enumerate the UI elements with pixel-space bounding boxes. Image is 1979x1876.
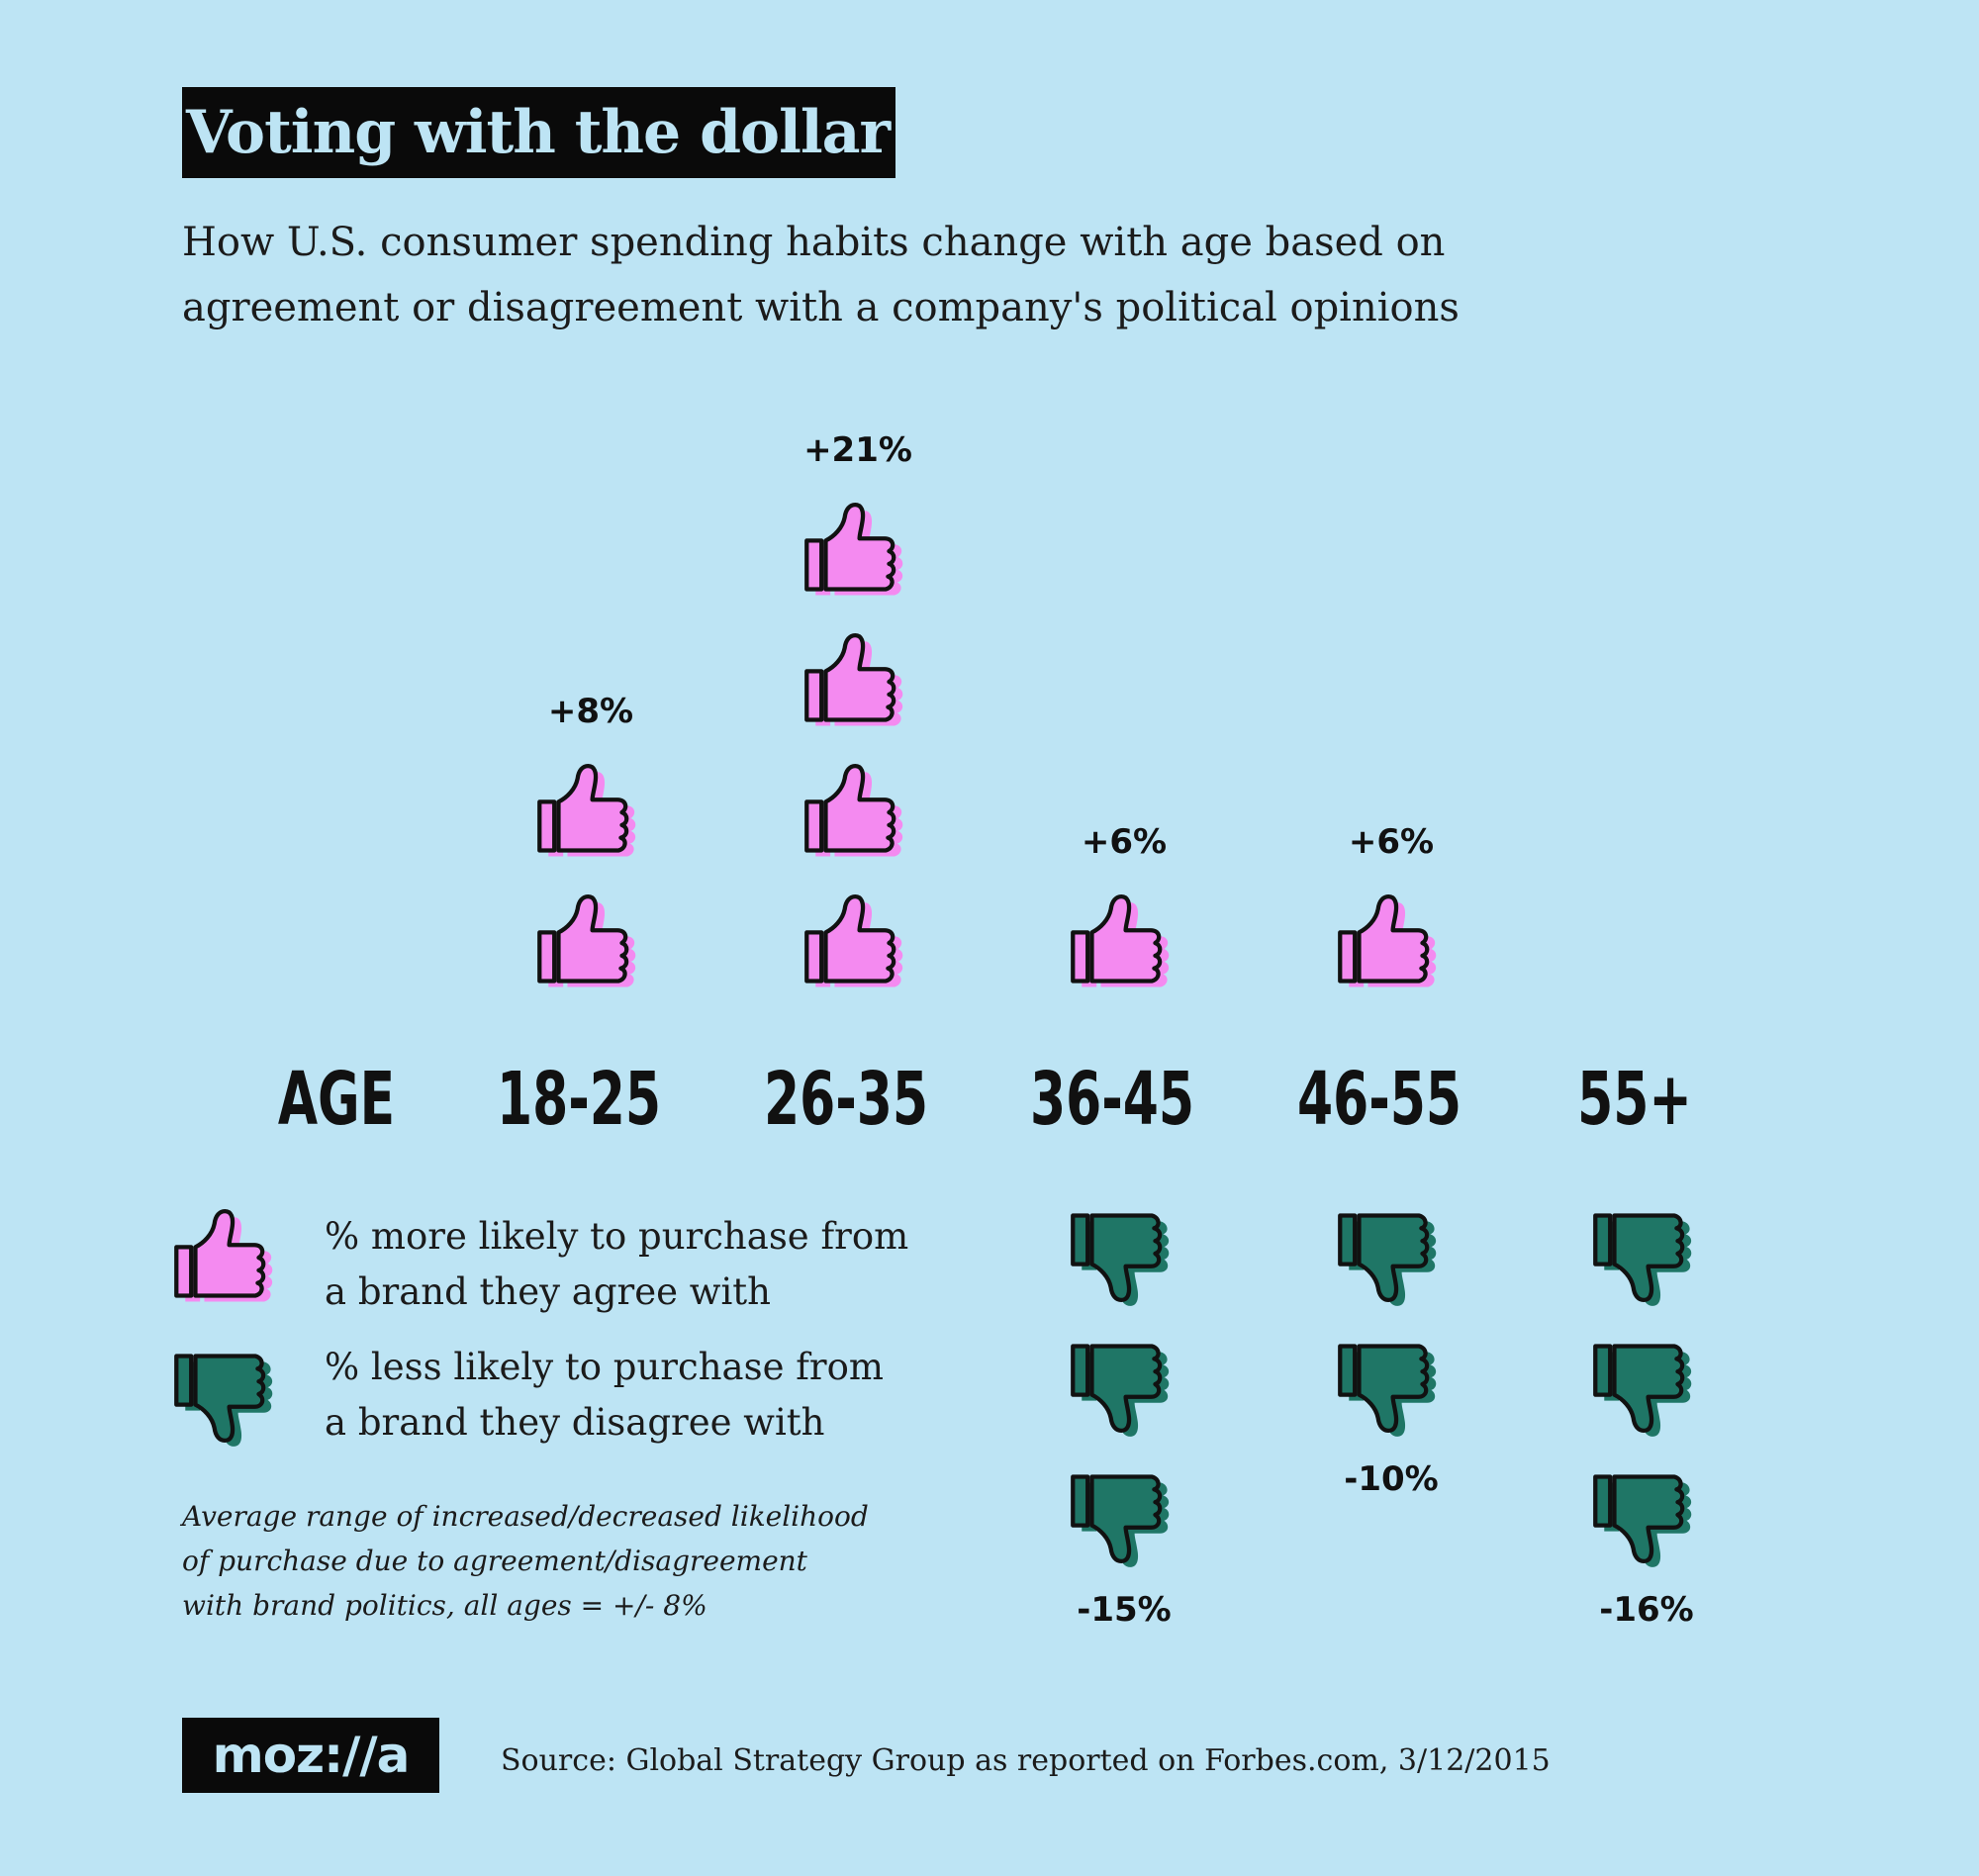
thumbs-down-icon xyxy=(1340,1347,1437,1437)
note-line-2: of purchase due to agreement/disagreemen… xyxy=(182,1545,807,1577)
thumbs-down-icon xyxy=(1073,1216,1170,1306)
data-label-up-36-45: +6% xyxy=(1082,822,1167,862)
tick-label-46-55: 46-55 xyxy=(1297,1056,1461,1142)
source-text: Source: Global Strategy Group as reporte… xyxy=(501,1743,1551,1778)
thumbs-up-icon xyxy=(806,505,903,596)
legend-up-line-2: a brand they agree with xyxy=(325,1270,771,1313)
data-label-up-18-25: +8% xyxy=(548,692,633,731)
thumbs-up-icon xyxy=(1340,896,1437,987)
thumbs-up-icon xyxy=(806,635,903,726)
legend-down-line-1: % less likely to purchase from xyxy=(325,1346,884,1388)
legend-down-line-2: a brand they disagree with xyxy=(325,1401,825,1444)
thumbs-up-icon xyxy=(806,766,903,857)
mozilla-logo: moz://a xyxy=(182,1718,439,1793)
thumbs-down-icon xyxy=(1595,1477,1692,1567)
thumbs-up-icon xyxy=(539,766,636,857)
data-label-down-46-55: -10% xyxy=(1344,1459,1439,1499)
legend-thumbs-down-icon xyxy=(176,1357,273,1447)
page-title: Voting with the dollar xyxy=(182,87,896,178)
subtitle-line-1: How U.S. consumer spending habits change… xyxy=(182,220,1446,265)
thumbs-up-icon xyxy=(1073,896,1170,987)
thumbs-up-icon xyxy=(539,896,636,987)
legend-thumbs-up-icon xyxy=(176,1211,273,1302)
tick-label-18-25: 18-25 xyxy=(497,1056,661,1142)
thumbs-up-icon xyxy=(806,896,903,987)
data-label-down-55+: -16% xyxy=(1599,1590,1694,1630)
tick-label-36-45: 36-45 xyxy=(1030,1056,1194,1142)
tick-label-26-35: 26-35 xyxy=(764,1056,928,1142)
legend-up-line-1: % more likely to purchase from xyxy=(325,1215,909,1258)
thumbs-down-icon xyxy=(1073,1347,1170,1437)
subtitle-line-2: agreement or disagreement with a company… xyxy=(182,285,1460,330)
legend-up-text: % more likely to purchase from a brand t… xyxy=(325,1209,908,1320)
note-line-3: with brand politics, all ages = +/- 8% xyxy=(182,1589,707,1622)
axis-label-age: AGE xyxy=(278,1056,395,1142)
thumbs-down-icon xyxy=(1595,1347,1692,1437)
thumbs-down-icon xyxy=(1073,1477,1170,1567)
data-label-up-26-35: +21% xyxy=(803,430,912,470)
tick-label-55+: 55+ xyxy=(1577,1056,1692,1142)
legend-down-text: % less likely to purchase from a brand t… xyxy=(325,1340,884,1451)
note-line-1: Average range of increased/decreased lik… xyxy=(182,1500,869,1533)
thumbs-down-icon xyxy=(1595,1216,1692,1306)
average-note: Average range of increased/decreased lik… xyxy=(182,1494,869,1628)
thumbs-down-icon xyxy=(1340,1216,1437,1306)
data-label-up-46-55: +6% xyxy=(1349,822,1434,862)
subtitle: How U.S. consumer spending habits change… xyxy=(182,210,1765,340)
data-label-down-36-45: -15% xyxy=(1077,1590,1172,1630)
